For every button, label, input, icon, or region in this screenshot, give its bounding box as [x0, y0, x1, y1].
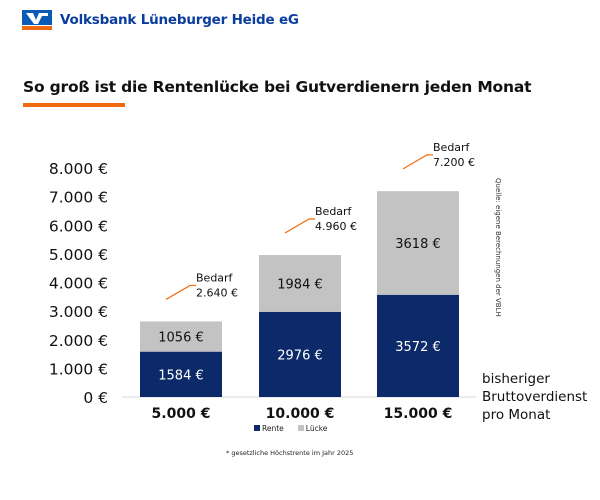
legend-label: Lücke — [305, 424, 328, 433]
x-axis-note-line: Bruttoverdienst — [482, 389, 588, 405]
bar-value-label: 2976 € — [277, 348, 323, 363]
annotation-value: 2.640 € — [196, 286, 238, 299]
annotation-pointer — [284, 218, 315, 234]
y-tick-label: 2.000 € — [49, 332, 108, 350]
x-axis-note-line: bisheriger — [482, 371, 550, 387]
legend-swatch-rente — [254, 425, 260, 431]
annotation-value: 4.960 € — [315, 220, 357, 233]
brand-header: Volksbank Lüneburger Heide eG — [22, 10, 299, 30]
annotation-label: Bedarf — [196, 271, 234, 284]
x-tick-label: 15.000 € — [384, 406, 453, 422]
legend-item-rente: Rente — [254, 424, 284, 433]
bar-value-label: 1984 € — [277, 277, 323, 292]
x-axis-note: bisheriger Bruttoverdienst pro Monat — [482, 370, 587, 424]
y-tick-label: 8.000 € — [49, 160, 108, 178]
legend: Rente Lücke — [254, 424, 327, 433]
title-underline — [23, 103, 125, 107]
annotation-pointer — [402, 154, 433, 170]
annotation-pointer — [165, 284, 196, 300]
y-tick-label: 5.000 € — [49, 246, 108, 264]
y-tick-label: 0 € — [83, 389, 108, 407]
y-tick-label: 6.000 € — [49, 217, 108, 235]
page-title: So groß ist die Rentenlücke bei Gutverdi… — [23, 78, 532, 96]
y-tick-label: 7.000 € — [49, 189, 108, 207]
bar-rente — [140, 351, 222, 397]
annotation-label: Bedarf — [433, 141, 471, 154]
annotation-label: Bedarf — [315, 205, 353, 218]
bar-rente — [377, 294, 459, 397]
legend-item-luecke: Lücke — [297, 424, 328, 433]
bar-value-label: 1584 € — [158, 368, 204, 383]
y-tick-label: 3.000 € — [49, 303, 108, 321]
brand-name: Volksbank Lüneburger Heide eG — [60, 12, 299, 28]
bar-luecke — [377, 191, 459, 295]
legend-label: Rente — [262, 424, 284, 433]
x-tick-label: 10.000 € — [266, 406, 335, 422]
y-tick-label: 1.000 € — [49, 360, 108, 378]
bar-luecke — [140, 321, 222, 352]
volksbank-logo-icon — [22, 10, 52, 30]
x-axis-note-line: pro Monat — [482, 407, 551, 423]
legend-swatch-luecke — [297, 425, 304, 431]
y-tick-label: 4.000 € — [49, 275, 108, 293]
bar-rente — [259, 311, 341, 397]
x-tick-label: 5.000 € — [152, 406, 211, 422]
bar-luecke — [259, 255, 341, 312]
source-note: Quelle: eigene Berechnungen der VBLH — [494, 178, 502, 317]
bar-value-label: 3618 € — [395, 237, 441, 252]
bar-value-label: 1056 € — [158, 331, 204, 346]
footnote: * gesetzliche Höchstrente im Jahr 2025 — [226, 449, 354, 457]
bar-value-label: 3572 € — [395, 340, 441, 355]
annotation-value: 7.200 € — [433, 156, 475, 169]
